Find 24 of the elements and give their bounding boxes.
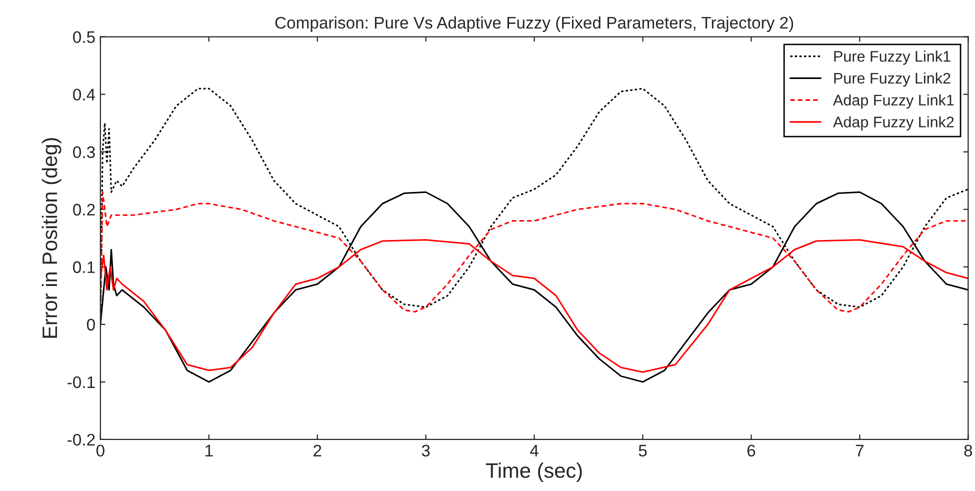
x-tick-label: 1 <box>206 444 213 456</box>
y-tick-label: 0 <box>86 318 95 331</box>
legend-label: Pure Fuzzy Link2 <box>834 72 950 87</box>
y-tick-label: 0.1 <box>73 261 95 274</box>
y-tick-label: -0.1 <box>68 376 95 388</box>
y-tick-label: 0.4 <box>73 88 96 101</box>
y-axis-title: Error in Position (deg) <box>42 138 62 338</box>
legend-label: Adap Fuzzy Link2 <box>833 116 954 130</box>
x-tick-label: 2 <box>314 444 322 456</box>
y-tick-label: 0.5 <box>73 31 95 44</box>
legend-label: Adap Fuzzy Link1 <box>833 94 954 109</box>
chart-title: Comparison: Pure Vs Adaptive Fuzzy (Fixed Parameters, Trajectory 2) <box>275 16 794 32</box>
legend-label: Pure Fuzzy Link1 <box>834 50 950 65</box>
y-tick-label: -0.2 <box>68 434 95 446</box>
x-tick-label: 6 <box>747 444 756 457</box>
x-axis-title: Time (sec) <box>486 462 582 482</box>
x-tick-label: 8 <box>964 444 972 457</box>
x-tick-label: 0 <box>96 444 104 457</box>
x-tick-label: 7 <box>856 444 864 456</box>
y-tick-label: 0.2 <box>73 204 95 216</box>
y-tick-label: 0.3 <box>73 146 95 158</box>
x-tick-label: 5 <box>638 444 647 457</box>
x-tick-label: 3 <box>422 444 430 457</box>
x-tick-label: 4 <box>530 444 538 456</box>
